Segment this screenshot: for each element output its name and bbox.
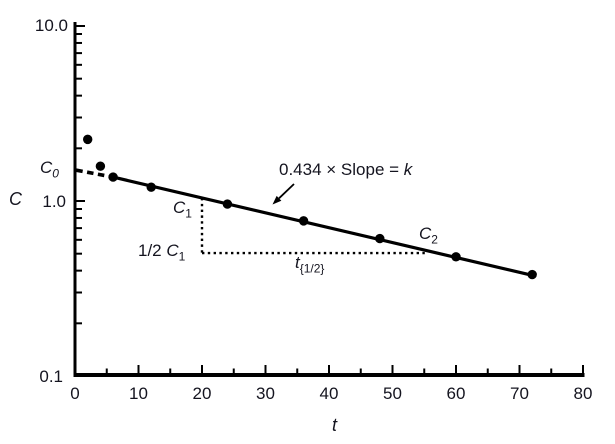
data-point	[108, 172, 118, 182]
y-axis-title: C	[9, 189, 22, 209]
slope-equation-text: 0.434 × Slope =	[279, 160, 404, 179]
x-tick-label: 0	[70, 384, 80, 403]
x-tick-label: 10	[129, 384, 148, 403]
half-c1-prefix: 1/2	[138, 241, 167, 260]
y-tick-label-10: 10.0	[34, 16, 68, 35]
x-tick-label: 60	[446, 384, 466, 403]
c0-base: C	[40, 158, 53, 177]
extrapolation-dashed-line	[75, 168, 114, 179]
c1-sub: 1	[185, 206, 192, 221]
data-point	[146, 182, 156, 192]
data-point	[527, 269, 537, 280]
data-point	[95, 161, 106, 171]
slope-equation-k: k	[403, 160, 413, 179]
slope-arrow-head	[272, 195, 282, 205]
data-point	[375, 233, 385, 244]
data-point	[451, 252, 461, 262]
c0-sub: 0	[52, 166, 59, 181]
c2-base: C	[419, 224, 432, 243]
data-point	[298, 216, 309, 226]
x-tick-label: 70	[510, 384, 529, 403]
c2-annotation: C2	[419, 224, 438, 247]
x-tick-label: 20	[192, 384, 212, 403]
half-c1-sub: 1	[178, 249, 186, 264]
x-tick-label: 30	[256, 384, 275, 403]
t-half-base: t	[295, 253, 300, 272]
y-tick-label-0p1: 0.1	[39, 367, 63, 386]
x-tick-label: 40	[319, 384, 339, 403]
t-half-annotation: t{1/2}	[295, 253, 325, 276]
slope-equation-annotation: 0.434 × Slope = k	[279, 161, 412, 179]
data-point	[83, 134, 93, 145]
fit-line	[112, 175, 533, 277]
x-tick-label: 50	[383, 384, 402, 403]
data-point	[222, 199, 233, 209]
c1-base: C	[173, 198, 186, 217]
c1-annotation: C1	[173, 198, 192, 221]
x-tick-label: 80	[573, 384, 593, 403]
slope-arrow-shaft	[278, 183, 295, 199]
c0-annotation: C0	[40, 158, 59, 181]
x-axis-title: t	[332, 415, 338, 435]
half-c1-annotation: 1/2 C1	[138, 241, 186, 264]
y-tick-label-1: 1.0	[42, 192, 66, 211]
half-c1-base: C	[166, 241, 179, 260]
t-half-sub: {1/2}	[299, 261, 325, 276]
c2-sub: 2	[431, 232, 438, 247]
